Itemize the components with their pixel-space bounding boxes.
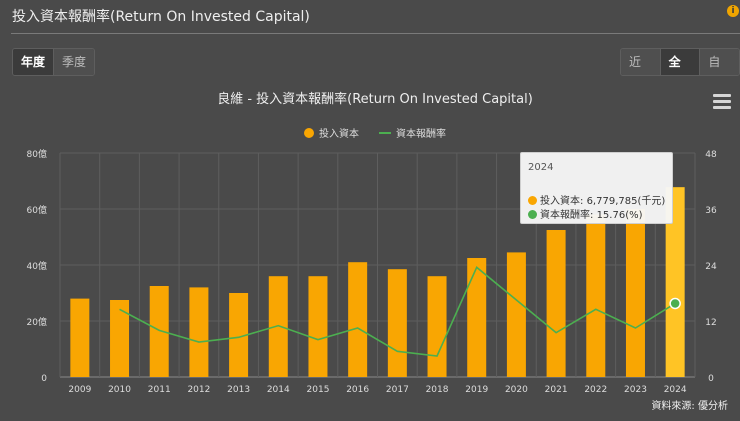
tooltip-roic-label: 資本報酬率: <box>540 210 594 221</box>
capital-bar-2024 <box>665 187 685 377</box>
chart-menu-icon[interactable] <box>713 93 731 109</box>
x-axis-tick-label: 2014 <box>267 385 290 395</box>
left-axis-tick-label: 80億 <box>27 148 47 160</box>
tooltip-roic-row: 資本報酬率: 15.76(%) <box>528 206 643 221</box>
x-axis-tick-label: 2011 <box>148 385 171 395</box>
page-title: 投入資本報酬率(Return On Invested Capital) <box>12 9 310 25</box>
x-axis-tick-label: 2019 <box>465 385 488 395</box>
capital-bar-2020 <box>506 252 526 377</box>
capital-bar-2014 <box>268 276 288 377</box>
x-axis-tick-label: 2024 <box>664 385 687 395</box>
range-toggle: 近期 全部 自訂 <box>620 48 740 76</box>
x-axis-tick-label: 2023 <box>624 385 647 395</box>
capital-bar-2019 <box>467 258 487 377</box>
left-axis-tick-label: 60億 <box>27 204 47 216</box>
period-toggle: 年度 季度 <box>12 48 96 76</box>
capital-bars <box>70 187 685 377</box>
chart-legend: 投入資本 資本報酬率 <box>304 127 446 140</box>
x-axis-labels: 2009 2010 2011 2012 2013 2014 2015 2016 2017 2018… <box>68 385 686 395</box>
left-axis-tick-label: 20億 <box>27 316 47 328</box>
capital-bar-2016 <box>348 262 368 377</box>
x-axis-tick-label: 2016 <box>346 385 369 395</box>
all-button[interactable]: 全部 <box>660 49 701 75</box>
capital-bar-2010 <box>110 300 130 377</box>
recent-button[interactable]: 近期 <box>621 49 661 75</box>
left-axis-labels: 0 20億 40億 60億 80億 <box>27 148 48 384</box>
tooltip-capital-dot <box>528 196 537 205</box>
capital-bar-2022 <box>586 214 606 377</box>
right-axis-tick-label: 24 <box>705 262 717 272</box>
x-axis-tick-label: 2017 <box>386 385 409 395</box>
capital-bar-2011 <box>149 286 169 377</box>
right-axis-tick-label: 48 <box>705 150 717 160</box>
tooltip-capital-row: 投入資本: 6,779,785(千元) <box>528 192 665 207</box>
tooltip-year: 2024 <box>528 162 554 173</box>
left-axis-tick-label: 40億 <box>27 260 47 272</box>
chart-title: 良維 - 投入資本報酬率(Return On Invested Capital) <box>217 91 533 107</box>
info-icon[interactable]: i <box>727 5 739 17</box>
legend-line-label[interactable]: 資本報酬率 <box>396 127 446 140</box>
right-axis-tick-label: 0 <box>708 374 714 384</box>
capital-bar-2021 <box>546 230 566 377</box>
x-axis-tick-label: 2022 <box>584 385 607 395</box>
x-axis-tick-label: 2010 <box>108 385 131 395</box>
capital-bar-2015 <box>308 276 328 377</box>
tooltip-capital-value: 6,779,785(千元) <box>586 196 666 207</box>
right-axis-labels: 0 12 24 36 48 <box>705 150 717 384</box>
x-axis-tick-label: 2013 <box>227 385 250 395</box>
x-axis-tick-label: 2015 <box>307 385 330 395</box>
left-axis-tick-label: 0 <box>41 374 47 384</box>
capital-bar-2018 <box>427 276 447 377</box>
roic-line-path <box>119 266 676 357</box>
tooltip-roic-dot <box>528 210 537 219</box>
tooltip-capital-label: 投入資本: <box>540 196 584 207</box>
right-axis-tick-label: 36 <box>705 206 717 216</box>
x-axis-tick-label: 2018 <box>426 385 449 395</box>
tooltip-roic-value: 15.76(%) <box>596 210 643 221</box>
quarterly-button[interactable]: 季度 <box>54 49 95 75</box>
legend-bar-label[interactable]: 投入資本 <box>319 127 359 140</box>
title-divider <box>11 33 740 34</box>
custom-button[interactable]: 自訂 <box>700 49 739 75</box>
capital-bar-2023 <box>625 209 645 377</box>
capital-bar-2013 <box>229 293 249 377</box>
roic-line <box>119 266 681 357</box>
capital-bar-2017 <box>387 269 407 377</box>
x-axis-tick-label: 2009 <box>68 385 91 395</box>
roic-point-2024 <box>669 297 681 310</box>
capital-bar-2009 <box>70 298 90 377</box>
capital-bar-2012 <box>189 287 209 377</box>
data-source-credit: 資料來源: 優分析 <box>651 401 728 412</box>
annual-button[interactable]: 年度 <box>13 49 55 75</box>
x-axis-tick-label: 2020 <box>505 385 528 395</box>
x-axis-tick-label: 2021 <box>545 385 568 395</box>
chart-tooltip: 2024 投入資本: 6,779,785(千元) 資本報酬率: 15.76(%) <box>520 152 673 224</box>
x-axis-tick-label: 2012 <box>187 385 210 395</box>
legend-bar-marker <box>304 128 314 138</box>
right-axis-tick-label: 12 <box>705 318 716 328</box>
